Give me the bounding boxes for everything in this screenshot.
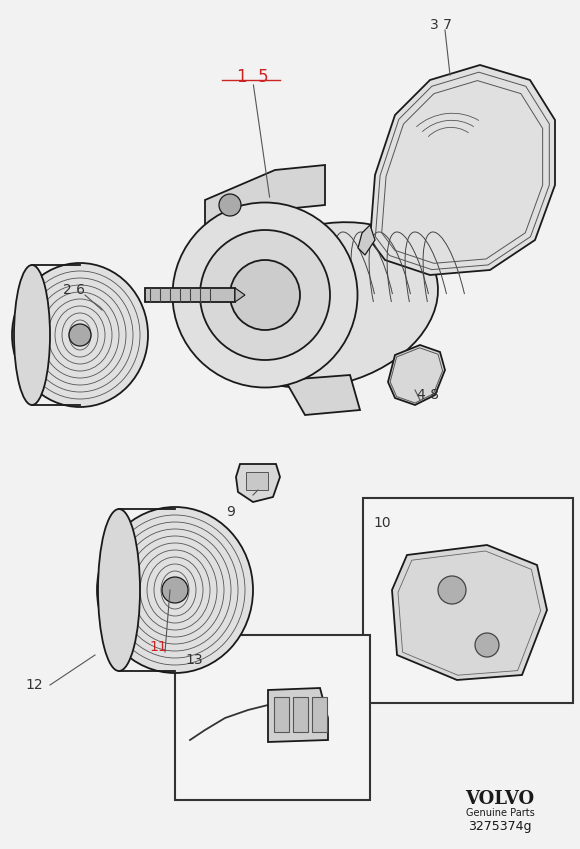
Text: VOLVO: VOLVO [465, 790, 535, 808]
Ellipse shape [98, 509, 140, 671]
Bar [246, 472, 268, 490]
Ellipse shape [475, 633, 499, 657]
Ellipse shape [438, 576, 466, 604]
Bar [312, 697, 327, 732]
Polygon shape [268, 688, 328, 742]
Ellipse shape [162, 577, 188, 603]
Ellipse shape [200, 230, 330, 360]
Text: 10: 10 [373, 516, 390, 530]
Text: Genuine Parts: Genuine Parts [466, 808, 534, 818]
Ellipse shape [12, 263, 148, 407]
Polygon shape [236, 464, 280, 502]
Bar [145, 288, 235, 302]
Text: 1  5: 1 5 [237, 68, 269, 86]
Text: 9: 9 [227, 505, 235, 519]
Bar [293, 697, 308, 732]
Polygon shape [358, 225, 375, 255]
Ellipse shape [172, 203, 357, 387]
Text: 12: 12 [25, 678, 43, 692]
Polygon shape [370, 65, 555, 275]
Polygon shape [392, 545, 547, 680]
Ellipse shape [219, 194, 241, 216]
Text: 3275374g: 3275374g [468, 820, 532, 833]
Bar [274, 697, 289, 732]
Polygon shape [285, 375, 360, 415]
Ellipse shape [230, 260, 300, 330]
Polygon shape [205, 165, 325, 233]
Polygon shape [388, 345, 445, 405]
Text: 2 6: 2 6 [63, 283, 85, 297]
Text: 4 8: 4 8 [417, 388, 439, 402]
Bar [363, 498, 573, 703]
Bar [175, 635, 370, 800]
Ellipse shape [14, 265, 50, 405]
Text: 11: 11 [149, 640, 167, 654]
Ellipse shape [69, 324, 91, 346]
Ellipse shape [97, 507, 253, 673]
Text: 3 7: 3 7 [430, 18, 452, 32]
Polygon shape [235, 288, 245, 302]
Ellipse shape [212, 222, 438, 388]
Text: 13: 13 [185, 653, 202, 667]
